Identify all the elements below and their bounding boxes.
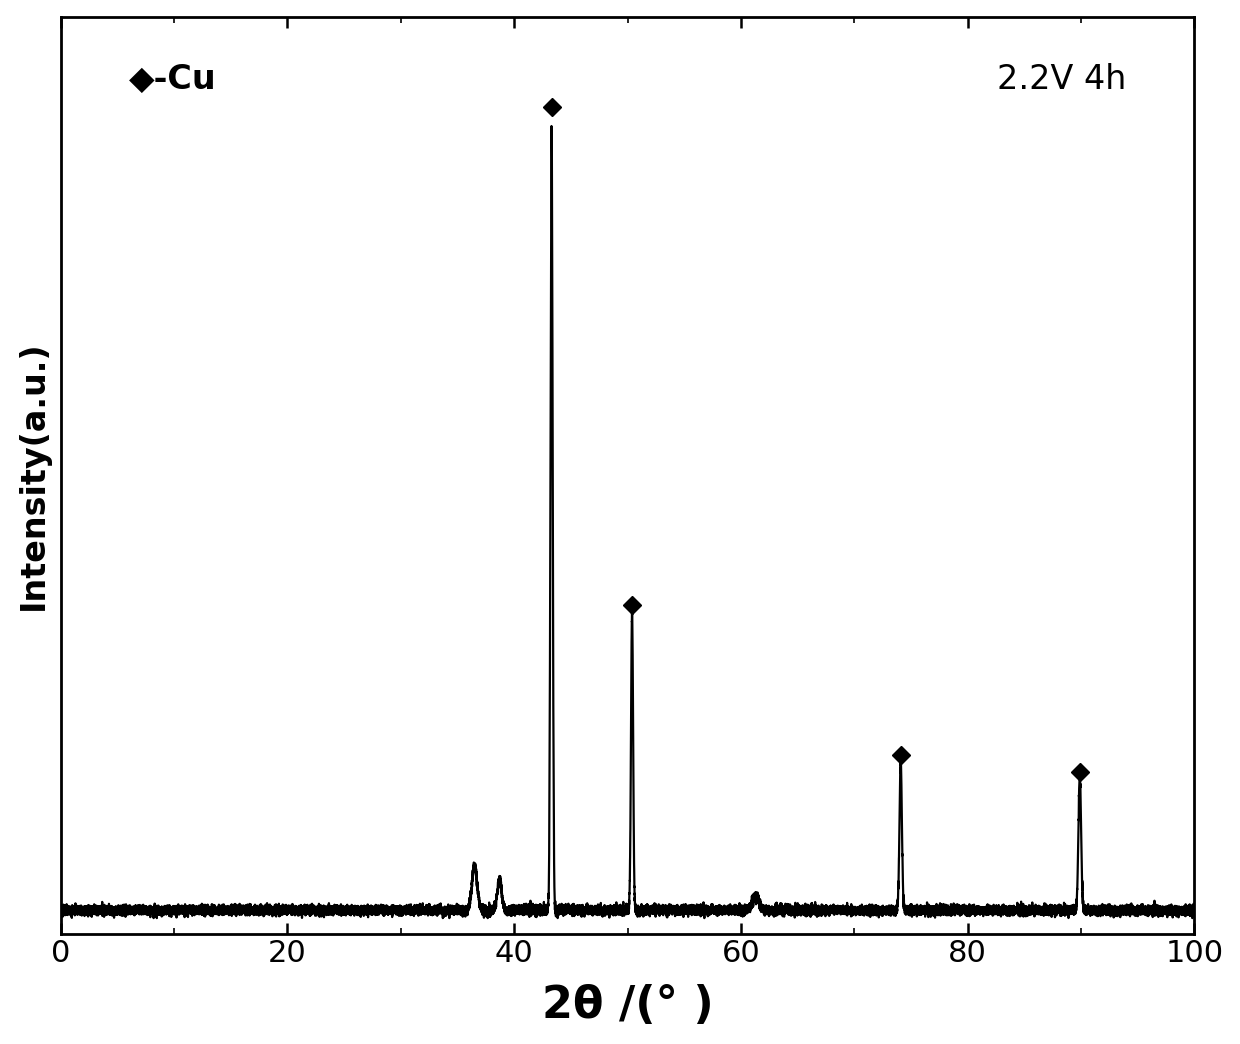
Text: 2.2V 4h: 2.2V 4h <box>997 63 1126 95</box>
X-axis label: 2θ /(° ): 2θ /(° ) <box>542 984 713 1027</box>
Y-axis label: Intensity(a.u.): Intensity(a.u.) <box>16 340 50 610</box>
Text: ◆-Cu: ◆-Cu <box>129 63 217 95</box>
